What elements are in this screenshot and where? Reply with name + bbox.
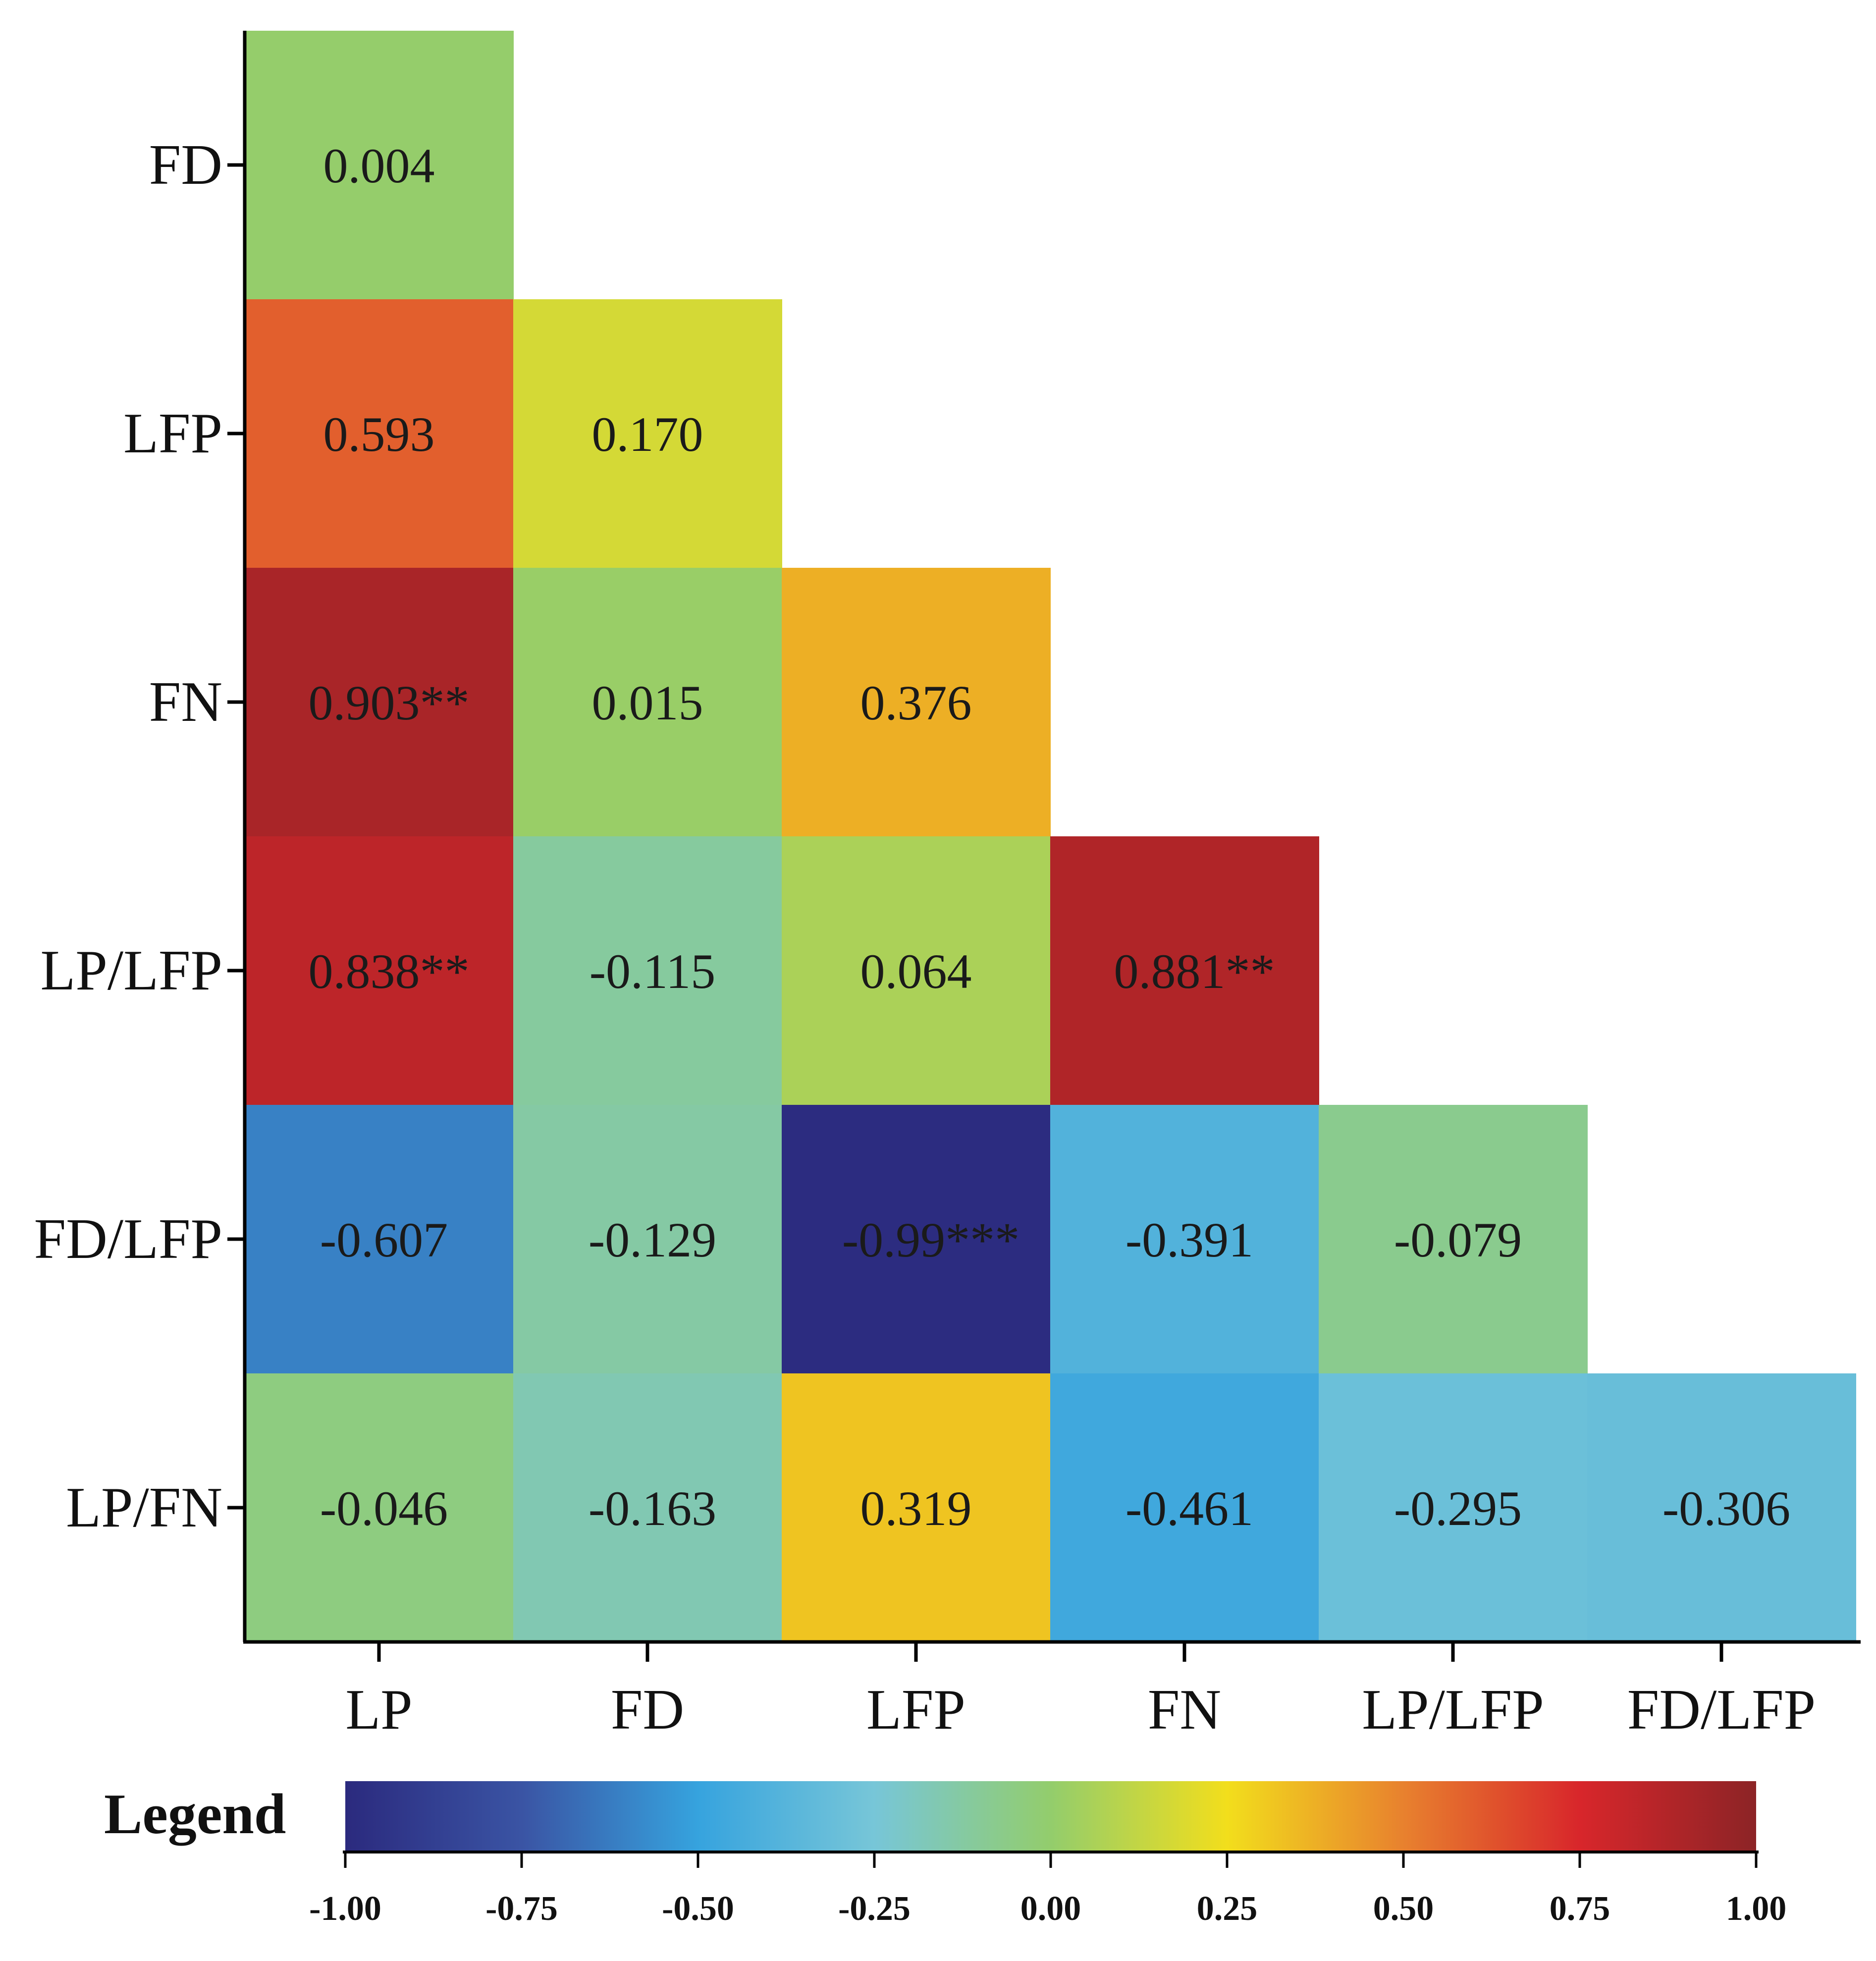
- colorbar-tick-label: -0.50: [662, 1890, 734, 1928]
- colorbar-tick-label: 0.25: [1197, 1890, 1258, 1928]
- cell-value-label-fd-lfp-lp: -0.607: [320, 1212, 448, 1267]
- heatmap-cell-lp-fn-fd: [513, 1373, 782, 1642]
- cell-value-label-fn-lfp: 0.376: [860, 675, 972, 730]
- heatmap-cell-lp-fn-lp: [245, 1373, 514, 1642]
- heatmap-cell-fd-lp: [245, 31, 514, 300]
- x-tick-label-lfp: LFP: [866, 1678, 965, 1742]
- cell-value-label-lfp-lp: 0.593: [323, 407, 435, 462]
- heatmap-cell-lp-fn-lp-lfp: [1319, 1373, 1588, 1642]
- heatmap-cell-labels: 0.004 0.593 0.170 0.903** 0.015 0.376 0.838** -…: [309, 138, 1791, 1536]
- x-tick-label-lp-lfp: LP/LFP: [1362, 1678, 1544, 1742]
- y-tick-label-fd: FD: [149, 133, 222, 197]
- y-tick-label-fn: FN: [149, 670, 222, 734]
- y-tick-label-fd-lfp: FD/LFP: [34, 1207, 222, 1271]
- cell-value-label-lfp-fd: 0.170: [592, 407, 703, 462]
- x-tick-label-fd-lfp: FD/LFP: [1627, 1678, 1816, 1742]
- cell-value-label-lp-fn-lp: -0.046: [320, 1481, 448, 1536]
- cell-value-label-lp-fn-fd-lfp: -0.306: [1662, 1481, 1790, 1536]
- heatmap-cell-lp-lfp-lfp: [782, 836, 1051, 1105]
- heatmap-cell-fd-lfp-fd: [513, 1105, 782, 1374]
- heatmap-cell-fd-lfp-lp: [245, 1105, 514, 1374]
- cell-value-label-fd-lfp-lp-lfp: -0.079: [1394, 1212, 1522, 1267]
- colorbar-tick-label: -1.00: [309, 1890, 381, 1928]
- y-tick-label-lp-fn: LP/FN: [66, 1476, 222, 1539]
- heatmap-cell-fd-lfp-lp-lfp: [1319, 1105, 1588, 1374]
- colorbar-tick-label: 0.00: [1020, 1890, 1081, 1928]
- cell-value-label-lp-lfp-fn: 0.881**: [1114, 944, 1275, 999]
- cell-value-label-lp-lfp-lfp: 0.064: [860, 944, 972, 999]
- cell-value-label-lp-fn-fd: -0.163: [589, 1481, 716, 1536]
- heatmap-cell-lfp-fd: [513, 299, 782, 568]
- legend-title: Legend: [104, 1783, 286, 1846]
- cell-value-label-lp-fn-lfp: 0.319: [860, 1481, 972, 1536]
- x-tick-label-fn: FN: [1148, 1678, 1221, 1742]
- cell-value-label-lp-lfp-lp: 0.838**: [309, 944, 470, 999]
- cell-value-label-fd-lfp-fd: -0.129: [589, 1212, 716, 1267]
- cell-value-label-lp-fn-lp-lfp: -0.295: [1394, 1481, 1522, 1536]
- heatmap-cell-lp-lfp-lp: [245, 836, 514, 1105]
- heatmap-cell-lp-lfp-fn: [1050, 836, 1319, 1105]
- cell-value-label-fd-lfp-lfp: -0.99***: [842, 1212, 1019, 1267]
- heatmap-cell-lp-fn-fd-lfp: [1587, 1373, 1856, 1642]
- heatmap-axes: FD LFP FN LP/LFP FD/LFP LP/FN LP FD LFP FN LP/LFP F…: [34, 31, 1861, 1742]
- x-tick-label-lp: LP: [345, 1678, 412, 1742]
- colorbar-legend: Legend -1.00 -0.75 -0.50 -0.25 0.00 0.25 0.50 0.…: [104, 1781, 1786, 1928]
- colorbar-tick-label: 0.75: [1550, 1890, 1610, 1928]
- cell-value-label-fd-lfp-fn: -0.391: [1126, 1212, 1253, 1267]
- heatmap-cell-fn-fd: [513, 568, 782, 837]
- cell-value-label-fn-fd: 0.015: [592, 675, 703, 730]
- colorbar-tick-label: 0.50: [1373, 1890, 1434, 1928]
- y-tick-label-lfp: LFP: [123, 402, 222, 465]
- colorbar-tick-label: 1.00: [1726, 1890, 1787, 1928]
- heatmap-cells: [245, 31, 1856, 1642]
- colorbar-tick-label: -0.75: [485, 1890, 558, 1928]
- colorbar-gradient-bar: [345, 1781, 1756, 1851]
- x-tick-label-fd: FD: [611, 1678, 684, 1742]
- colorbar-tick-label: -0.25: [838, 1890, 911, 1928]
- heatmap-cell-lp-fn-lfp: [782, 1373, 1051, 1642]
- cell-value-label-lp-fn-fn: -0.461: [1126, 1481, 1253, 1536]
- heatmap-cell-lp-fn-fn: [1050, 1373, 1319, 1642]
- heatmap-cell-lp-lfp-fd: [513, 836, 782, 1105]
- cell-value-label-fn-lp: 0.903**: [309, 675, 470, 730]
- heatmap-cell-fn-lp: [245, 568, 514, 837]
- cell-value-label-lp-lfp-fd: -0.115: [590, 944, 716, 999]
- heatmap-cell-fd-lfp-fn: [1050, 1105, 1319, 1374]
- heatmap-cell-fn-lfp: [782, 568, 1051, 837]
- heatmap-cell-lfp-lp: [245, 299, 514, 568]
- cell-value-label-fd-lp: 0.004: [323, 138, 435, 193]
- y-tick-label-lp-lfp: LP/LFP: [41, 939, 222, 1002]
- heatmap-cell-fd-lfp-lfp: [782, 1105, 1051, 1374]
